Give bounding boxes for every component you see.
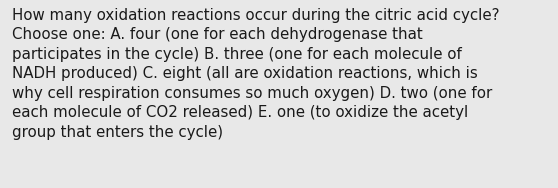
Text: How many oxidation reactions occur during the citric acid cycle?
Choose one: A. : How many oxidation reactions occur durin… xyxy=(12,8,500,140)
